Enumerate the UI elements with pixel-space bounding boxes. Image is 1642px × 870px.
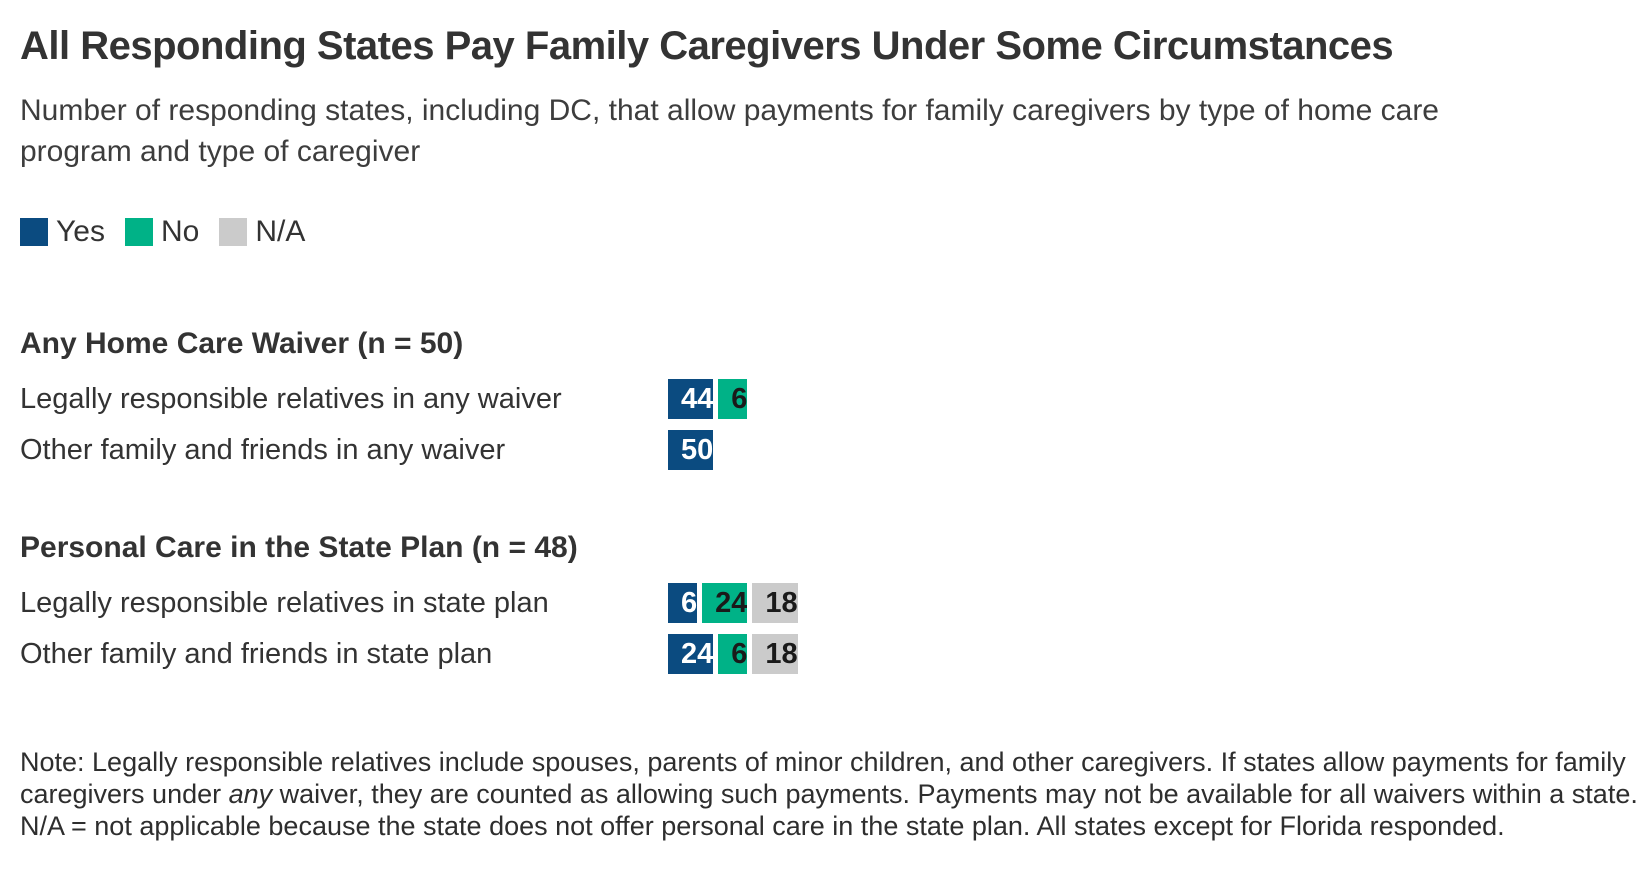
bar-value-label: 44 (681, 383, 714, 415)
legend-swatch-na (219, 218, 248, 246)
bar-segment-no: 24 (702, 583, 748, 623)
note-line2-italic: any (228, 779, 273, 809)
bar-value-label: 24 (681, 638, 714, 670)
note-line: caregivers under any waiver, they are co… (20, 778, 1638, 810)
chart-group: Personal Care in the State Plan (n = 48)… (20, 530, 1620, 674)
bar-row: Other family and friends in any waiver 50 (20, 430, 1620, 470)
legend-item-no: No (124, 215, 200, 249)
chart: Any Home Care Waiver (n = 50) Legally res… (20, 326, 1620, 674)
bar-value-label: 18 (765, 587, 798, 619)
bar-segment-yes: 24 (668, 634, 714, 674)
note-line2-post: waiver, they are counted as allowing suc… (272, 779, 1638, 809)
note-line: N/A = not applicable because the state d… (20, 811, 1505, 841)
bar-segment-no: 6 (718, 634, 748, 674)
legend-item-na: N/A (219, 215, 305, 249)
bar-row: Legally responsible relatives in any wai… (20, 379, 1620, 419)
bar-value-label: 6 (731, 383, 748, 415)
bar-segment-na: 18 (752, 634, 798, 674)
chart-subtitle: Number of responding states, including D… (20, 90, 1439, 172)
legend-label: No (160, 215, 200, 248)
bar-value-label: 50 (681, 434, 714, 466)
note-line: Note: Legally responsible relatives incl… (20, 747, 1626, 777)
bar-row: Other family and friends in state plan 24… (20, 634, 1620, 674)
chart-subtitle-line: program and type of caregiver (20, 135, 421, 168)
legend-swatch-no (124, 218, 153, 246)
legend-swatch-yes (20, 218, 48, 246)
legend-item-yes: Yes (20, 215, 105, 249)
group-header: Personal Care in the State Plan (n = 48) (20, 531, 578, 564)
legend-label: N/A (255, 215, 306, 248)
bar-segment-yes: 6 (668, 583, 698, 623)
bar-segment-yes: 44 (668, 379, 714, 419)
bar-row-label: Other family and friends in any waiver (20, 433, 506, 466)
bar-segment-na: 18 (752, 583, 798, 623)
group-header: Any Home Care Waiver (n = 50) (20, 327, 464, 360)
bar-track: 50 (668, 430, 1620, 470)
page-title: All Responding States Pay Family Caregiv… (20, 24, 1394, 68)
bar-track: 24 6 18 (668, 634, 1620, 674)
chart-group: Any Home Care Waiver (n = 50) Legally res… (20, 326, 1620, 470)
bar-row-label: Other family and friends in state plan (20, 637, 493, 670)
bar-value-label: 6 (681, 587, 698, 619)
bar-segment-yes: 50 (668, 430, 714, 470)
bar-value-label: 18 (765, 638, 798, 670)
bar-value-label: 6 (731, 638, 748, 670)
bar-row: Legally responsible relatives in state p… (20, 583, 1620, 623)
bar-row-label: Legally responsible relatives in any wai… (20, 382, 562, 415)
bar-value-label: 24 (715, 587, 748, 619)
legend-label: Yes (56, 215, 105, 248)
bar-row-label: Legally responsible relatives in state p… (20, 586, 549, 619)
bar-track: 6 24 18 (668, 583, 1620, 623)
legend: Yes No N/A (20, 215, 305, 249)
note-line2-pre: caregivers under (20, 779, 229, 809)
bar-track: 44 6 (668, 379, 1620, 419)
chart-subtitle-line: Number of responding states, including D… (20, 94, 1439, 127)
bar-segment-no: 6 (718, 379, 748, 419)
note-text: Note: Legally responsible relatives incl… (20, 746, 1638, 842)
